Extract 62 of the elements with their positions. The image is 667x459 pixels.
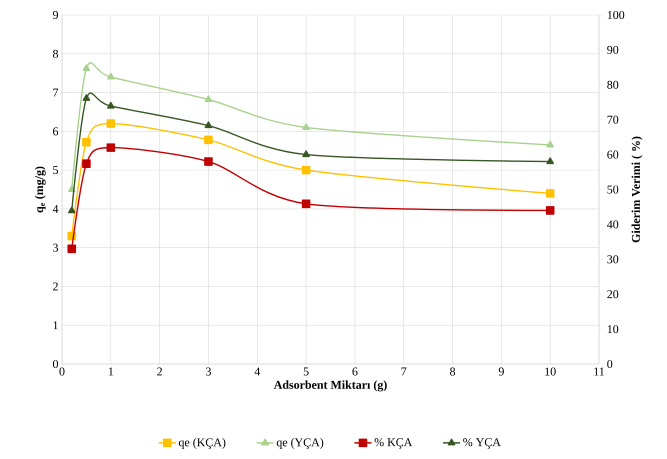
- point: [204, 136, 213, 144]
- x-tick-label: 10: [545, 368, 556, 376]
- y2-tick-label: 80: [607, 80, 618, 89]
- x-tick-label: 1: [108, 368, 114, 376]
- point: [204, 121, 212, 128]
- point: [67, 244, 76, 254]
- point: [106, 119, 116, 128]
- y-axis-title: q$_{e}$ (mg/g): [34, 166, 46, 212]
- x-tick-label: 11: [594, 368, 604, 376]
- y2-tick-label: 100: [608, 10, 624, 20]
- point: [302, 123, 310, 130]
- x-tick-label: 5: [304, 368, 309, 376]
- y2-tick-label: 30: [607, 255, 618, 264]
- point: [82, 159, 91, 168]
- x-tick-label: 0: [59, 368, 65, 376]
- x-tick-label: 6: [352, 368, 358, 376]
- point: [68, 206, 76, 214]
- y2-tick-label: 50: [607, 185, 618, 194]
- y-tick-label: 1: [54, 321, 58, 330]
- y2-tick-label: 70: [608, 116, 618, 124]
- y-tick-label: 3: [53, 244, 58, 252]
- point: [204, 157, 213, 166]
- y2-tick-label: 10: [608, 325, 618, 334]
- y2-tick-label: 60: [607, 150, 618, 159]
- point: [546, 189, 554, 198]
- legend-label: qe (YÇA): [276, 438, 324, 449]
- y-tick-label: 4: [52, 204, 58, 213]
- point: [106, 143, 116, 152]
- y-tick-label: 0: [52, 360, 58, 368]
- y-tick-label: 5: [53, 166, 58, 174]
- point: [302, 200, 310, 208]
- y2-tick-label: 0: [607, 360, 612, 368]
- point: [546, 140, 554, 148]
- y2-tick-label: 20: [607, 290, 618, 298]
- y-tick-label: 8: [52, 50, 58, 58]
- x-tick-label: 2: [157, 368, 162, 376]
- point: [546, 157, 554, 164]
- y2-axis-title: Giderim Verimi ( %): [632, 136, 642, 242]
- y-tick-label: 2: [53, 282, 58, 290]
- x-tick-label: 9: [498, 368, 504, 376]
- point: [204, 95, 212, 102]
- x-tick-label: 7: [402, 368, 406, 376]
- x-axis-title: Adsorbent Miktarı (g): [274, 380, 387, 392]
- legend-label: % KÇA: [374, 438, 412, 449]
- point: [546, 206, 554, 215]
- x-tick-label: 4: [254, 368, 260, 376]
- legend-label: % YÇA: [463, 438, 501, 449]
- point: [302, 166, 310, 174]
- legend-label: qe (KÇA): [178, 438, 226, 449]
- point: [107, 72, 115, 80]
- y-tick-label: 6: [53, 127, 58, 136]
- point: [107, 102, 115, 109]
- point: [82, 64, 90, 72]
- point: [82, 94, 90, 101]
- x-tick-label: 3: [206, 368, 211, 376]
- x-tick-label: 8: [450, 368, 456, 376]
- point: [302, 150, 310, 158]
- y-tick-label: 7: [53, 88, 58, 96]
- point: [82, 138, 91, 146]
- y2-tick-label: 90: [607, 46, 618, 54]
- y-tick-label: 9: [52, 10, 58, 20]
- y2-tick-label: 40: [607, 220, 618, 228]
